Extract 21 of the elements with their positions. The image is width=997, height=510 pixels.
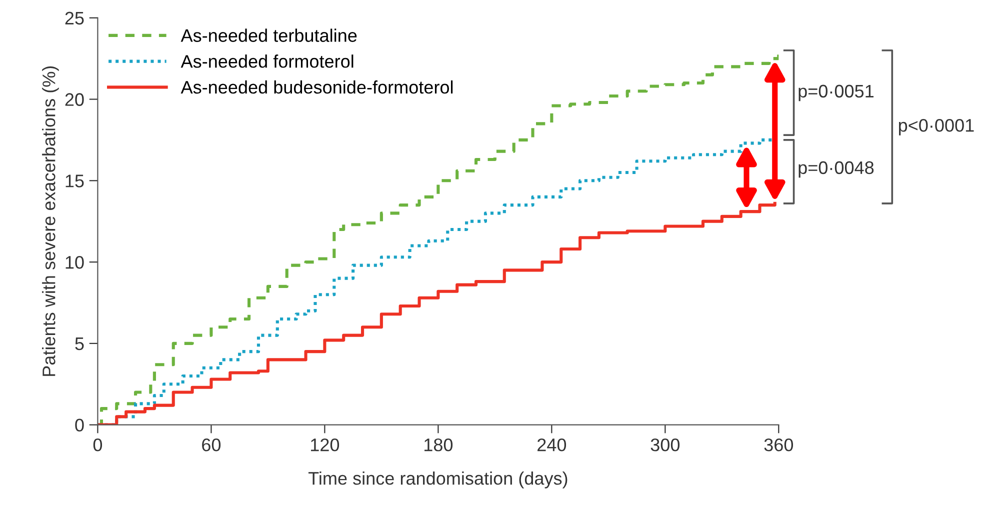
x-axis-title: Time since randomisation (days): [308, 472, 568, 488]
x-tick-label: 360: [764, 438, 794, 452]
legend-label: As-needed formoterol: [180, 54, 354, 68]
text: p<0·0001: [898, 118, 974, 136]
y-tick-label: 0: [75, 418, 84, 432]
text: p=0·0048: [798, 161, 874, 178]
y-tick-label: 5: [75, 338, 84, 350]
y-axis-title: Patients with severe exacerbations (%): [42, 66, 59, 376]
y-tick-label: 20: [65, 93, 84, 106]
y-tick-label: 10: [66, 256, 84, 269]
legend-label: As-needed budesonide-formoterol: [180, 80, 453, 94]
x-tick-label: 60: [202, 438, 221, 452]
legend-label: As-needed terbutaline: [180, 28, 357, 42]
x-tick-label: 180: [424, 438, 453, 452]
y-tick-label: 15: [66, 174, 84, 188]
text: p=0·0051: [798, 84, 874, 102]
y-tick-label: 25: [65, 12, 84, 25]
x-tick-label: 120: [311, 438, 340, 452]
x-tick-label: 300: [650, 438, 680, 452]
x-tick-label: 240: [538, 438, 566, 452]
x-tick-label: 0: [93, 438, 102, 452]
